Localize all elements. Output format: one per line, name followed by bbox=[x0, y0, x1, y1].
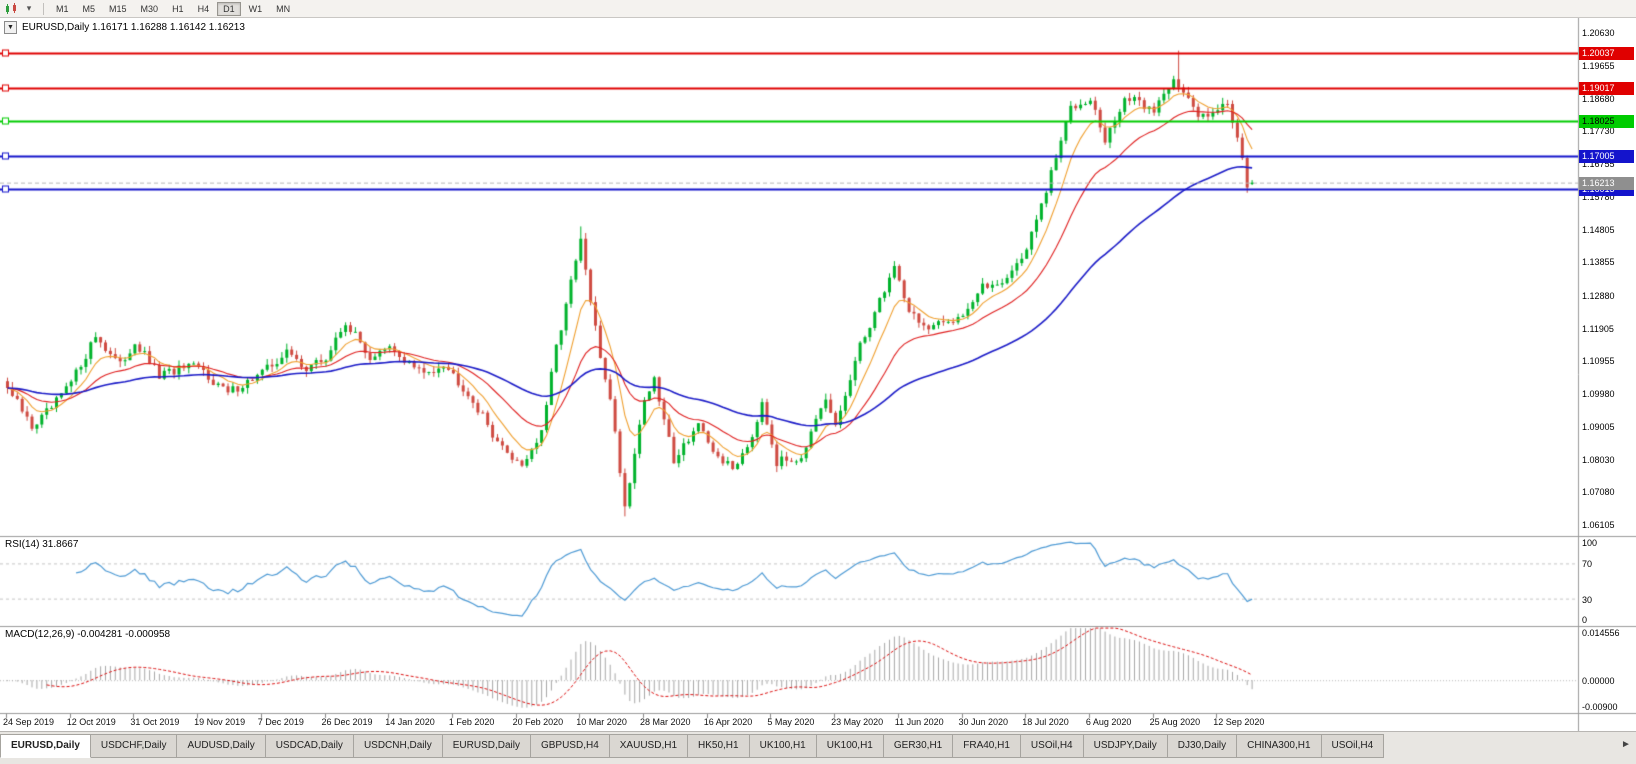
price-axis-tick: 1.18680 bbox=[1582, 94, 1615, 105]
price-axis-tick: 1.06105 bbox=[1582, 520, 1615, 530]
chart-tab-bar: EURUSD,Daily USDCHF,Daily AUDUSD,Daily USDC… bbox=[0, 731, 1636, 764]
chart-tab-ger30-h1[interactable]: GER30,H1 bbox=[883, 734, 954, 758]
timeframe-h1[interactable]: H1 bbox=[172, 3, 184, 14]
price-axis-tick: 1.16755 bbox=[1582, 159, 1615, 170]
date-axis-label: 26 Dec 2019 bbox=[321, 717, 373, 727]
timeframe-m1[interactable]: M1 bbox=[56, 3, 69, 14]
timeframe-d1[interactable]: D1 bbox=[217, 1, 241, 16]
date-axis-label: 1 Feb 2020 bbox=[448, 717, 495, 727]
chart-tab-audusd-daily[interactable]: AUDUSD,Daily bbox=[177, 734, 266, 758]
price-axis-tick: 1.17730 bbox=[1582, 126, 1615, 137]
chart-tab-usdchf-daily[interactable]: USDCHF,Daily bbox=[90, 734, 178, 758]
timeframe-m30[interactable]: M30 bbox=[140, 3, 159, 14]
date-axis-label: 7 Dec 2019 bbox=[257, 717, 304, 727]
timeframe-m5[interactable]: M5 bbox=[82, 3, 96, 14]
date-axis-label: 30 Jun 2020 bbox=[958, 717, 1009, 727]
date-axis-label: 11 Jun 2020 bbox=[894, 717, 944, 727]
chart-tab-usdjpy-daily[interactable]: USDJPY,Daily bbox=[1083, 734, 1168, 758]
chart-title-bar: ▼ EURUSD,Daily 1.16171 1.16288 1.16142 1… bbox=[4, 21, 245, 34]
chart-tab-usoil-h4[interactable]: USOil,H4 bbox=[1321, 734, 1385, 758]
rsi-indicator-label: RSI(14) 31.8667 bbox=[5, 539, 79, 550]
rsi-axis-tick: 0 bbox=[1582, 615, 1588, 625]
chart-tab-eurusd-daily[interactable]: EURUSD,Daily bbox=[442, 734, 531, 758]
price-axis-tick: 1.11905 bbox=[1582, 323, 1614, 334]
price-axis-tick: 1.09980 bbox=[1582, 388, 1615, 399]
date-axis-label: 25 Aug 2020 bbox=[1149, 717, 1201, 727]
chart-tab-uk100-h1[interactable]: UK100,H1 bbox=[816, 734, 884, 758]
chart-tab-eurusd-daily[interactable]: EURUSD,Daily bbox=[0, 734, 91, 758]
one-click-trading-toggle[interactable]: ▼ bbox=[4, 21, 17, 34]
date-axis-label: 16 Apr 2020 bbox=[703, 717, 753, 727]
price-level-badge: 1.17005 bbox=[1579, 149, 1634, 163]
timeframe-mn[interactable]: MN bbox=[276, 3, 291, 14]
price-axis-tick: 1.20630 bbox=[1582, 28, 1615, 38]
chart-tab-usdcad-daily[interactable]: USDCAD,Daily bbox=[265, 734, 354, 758]
date-axis-label: 24 Sep 2019 bbox=[3, 717, 55, 727]
chart-tab-uk100-h1[interactable]: UK100,H1 bbox=[749, 734, 817, 758]
toolbar-separator bbox=[43, 2, 44, 15]
chart-tab-usoil-h4[interactable]: USOil,H4 bbox=[1020, 734, 1084, 758]
timeframe-toolbar: ▾ M1 M5 M15 M30 H1 H4 D1 W1 MN bbox=[0, 0, 1636, 18]
price-level-badge: 1.18025 bbox=[1579, 115, 1634, 129]
chart-tab-dj30-daily[interactable]: DJ30,Daily bbox=[1167, 734, 1238, 758]
timeframe-h4[interactable]: H4 bbox=[197, 3, 210, 14]
chart-tab-hk50-h1[interactable]: HK50,H1 bbox=[688, 734, 750, 758]
chart-tabs: EURUSD,Daily USDCHF,Daily AUDUSD,Daily USDC… bbox=[0, 734, 1616, 758]
price-axis-tick: 1.10955 bbox=[1582, 355, 1615, 366]
price-axis-tick: 1.12880 bbox=[1582, 290, 1615, 301]
chart-title: EURUSD,Daily 1.16171 1.16288 1.16142 1.1… bbox=[22, 22, 245, 33]
date-axis-label: 14 Jan 2020 bbox=[385, 717, 435, 727]
price-level-badge: 1.20037 bbox=[1579, 47, 1634, 61]
price-axis-tick: 1.07080 bbox=[1582, 486, 1615, 497]
chart-region: ▼ EURUSD,Daily 1.16171 1.16288 1.16142 1… bbox=[0, 18, 1636, 731]
price-axis-tick: 1.08030 bbox=[1582, 454, 1615, 465]
bid-price-badge: 1.16213 bbox=[1579, 176, 1634, 190]
tab-scroll-right-icon[interactable]: ► bbox=[1621, 739, 1631, 750]
chart-dropdown-icon[interactable]: ▾ bbox=[26, 3, 32, 13]
rsi-axis-tick: 100 bbox=[1582, 538, 1598, 548]
date-axis-label: 18 Jul 2020 bbox=[1022, 717, 1069, 727]
price-level-badge: 1.19017 bbox=[1579, 81, 1634, 95]
chart-tab-fra40-h1[interactable]: FRA40,H1 bbox=[953, 734, 1021, 758]
date-axis-label: 10 Mar 2020 bbox=[576, 717, 627, 727]
timeframe-buttons: M1 M5 M15 M30 H1 H4 D1 W1 MN bbox=[50, 1, 296, 16]
date-axis-label: 12 Sep 2020 bbox=[1213, 717, 1265, 727]
mini-candles-icon bbox=[5, 2, 16, 14]
price-axis-tick: 1.09005 bbox=[1582, 421, 1615, 432]
price-axis-tick: 1.19655 bbox=[1582, 61, 1615, 72]
date-axis-label: 6 Aug 2020 bbox=[1085, 717, 1132, 727]
macd-axis-tick: -0.00900 bbox=[1582, 702, 1618, 712]
timeframe-w1[interactable]: W1 bbox=[248, 3, 263, 14]
macd-axis-tick: 0.014556 bbox=[1582, 628, 1620, 638]
rsi-axis-tick: 70 bbox=[1582, 559, 1593, 570]
date-axis-label: 23 May 2020 bbox=[831, 717, 884, 727]
price-axis-tick: 1.13855 bbox=[1582, 257, 1615, 268]
macd-indicator-label: MACD(12,26,9) -0.004281 -0.000958 bbox=[5, 629, 171, 640]
chart-tab-usdcnh-daily[interactable]: USDCNH,Daily bbox=[353, 734, 443, 758]
price-axis-tick: 1.14805 bbox=[1582, 225, 1615, 236]
chart-tab-china300-h1[interactable]: CHINA300,H1 bbox=[1237, 734, 1322, 758]
date-axis-label: 5 May 2020 bbox=[767, 717, 815, 727]
date-axis-label: 31 Oct 2019 bbox=[130, 717, 180, 727]
date-axis-label: 20 Feb 2020 bbox=[512, 717, 564, 727]
chart-tab-gbpusd-h4[interactable]: GBPUSD,H4 bbox=[530, 734, 610, 758]
price-chart-canvas[interactable] bbox=[0, 18, 1636, 731]
rsi-axis-tick: 30 bbox=[1582, 594, 1593, 605]
macd-axis-tick: 0.00000 bbox=[1582, 676, 1615, 687]
chart-tab-xauusd-h1[interactable]: XAUUSD,H1 bbox=[609, 734, 689, 758]
price-axis-tick: 1.15780 bbox=[1582, 192, 1615, 203]
date-axis-label: 28 Mar 2020 bbox=[640, 717, 691, 727]
chart-type-icon[interactable] bbox=[3, 2, 19, 16]
timeframe-m15[interactable]: M15 bbox=[109, 3, 127, 14]
date-axis-label: 12 Oct 2019 bbox=[66, 717, 116, 727]
date-axis-label: 19 Nov 2019 bbox=[194, 717, 246, 727]
